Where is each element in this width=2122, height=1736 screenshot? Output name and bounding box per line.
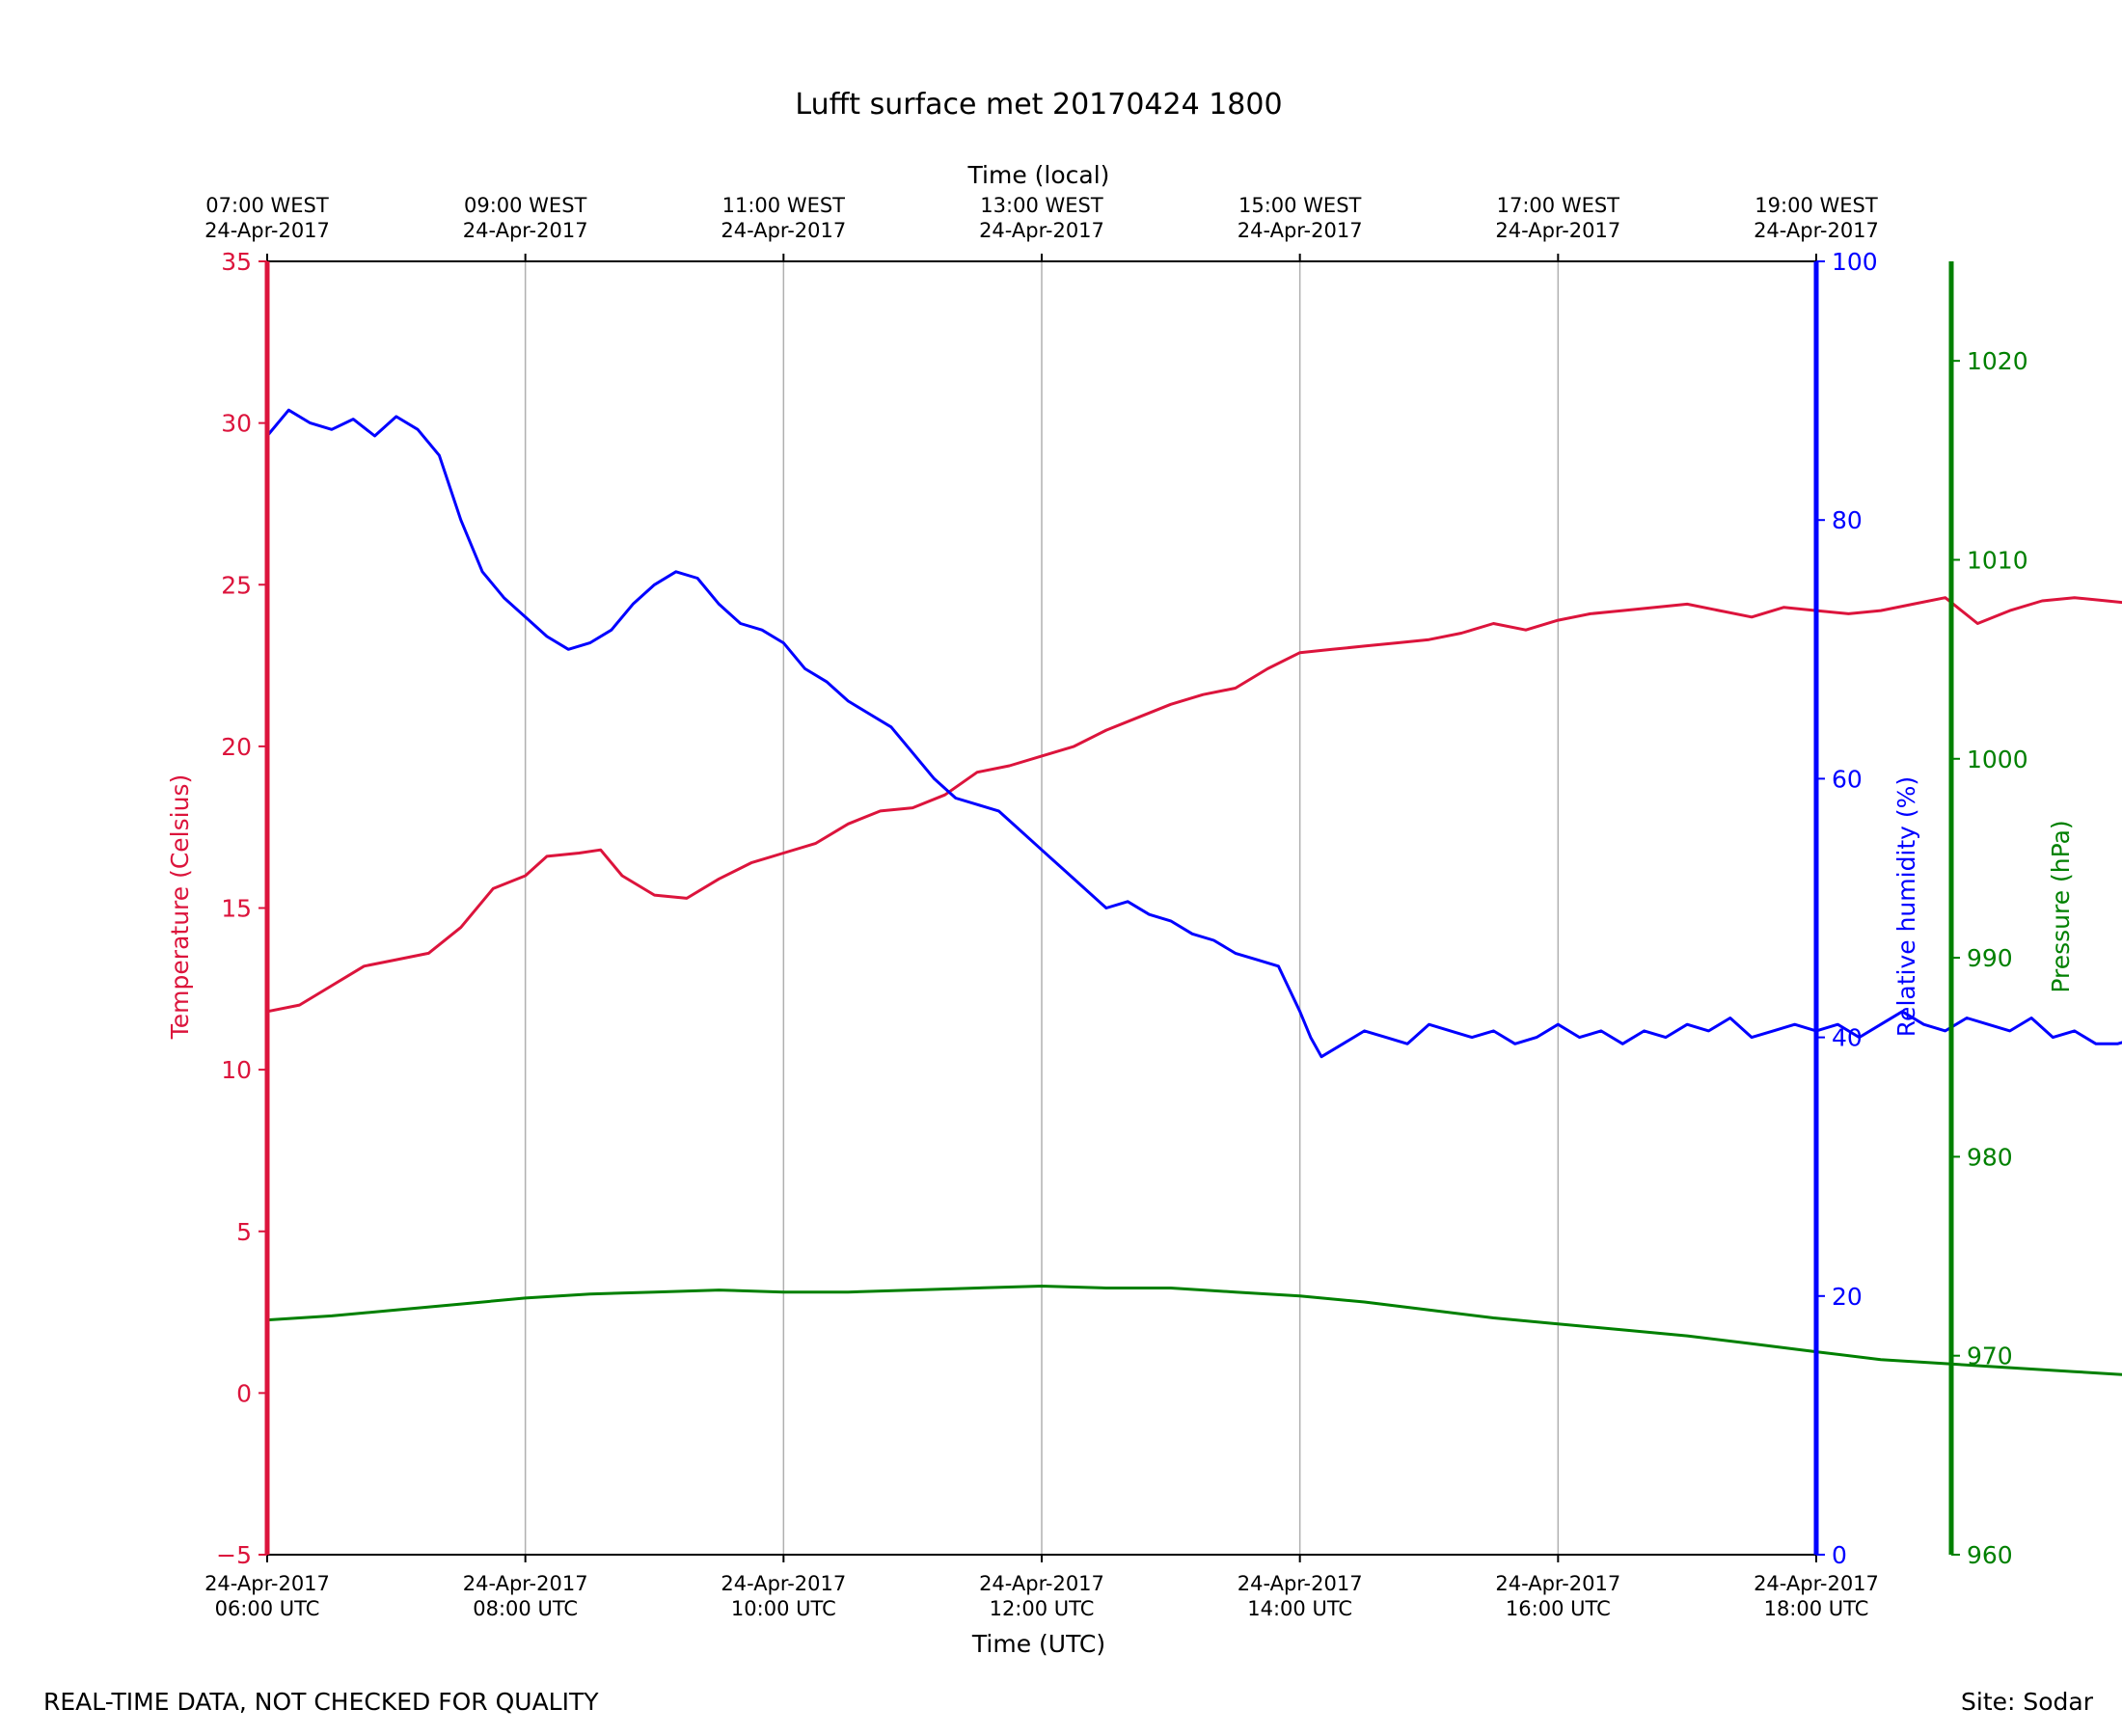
pressure-series-line [266,1285,2122,1376]
humidity-tick-label-2: 40 [1832,1024,1863,1052]
grid-lines [524,261,1560,1555]
pressure-tick-label-1: 970 [1967,1343,2013,1370]
temperature-tick-label-6: 25 [221,571,252,599]
axes [258,254,1960,1562]
x-tick-label-bottom-date-6: 24-Apr-2017 [1754,1572,1879,1595]
x-axis-bottom-label: Time (UTC) [971,1630,1105,1658]
pressure-tick-label-3: 990 [1967,944,2013,972]
x-tick-label-top-time-6: 19:00 WEST [1755,194,1878,217]
x-tick-label-top-time-1: 09:00 WEST [464,194,587,217]
temperature-tick-label-4: 15 [221,895,252,923]
quality-disclaimer: REAL-TIME DATA, NOT CHECKED FOR QUALITY [43,1688,599,1716]
x-tick-label-top-date-0: 24-Apr-2017 [204,219,330,242]
x-tick-label-bottom-date-2: 24-Apr-2017 [721,1572,846,1595]
pressure-tick-label-0: 960 [1967,1541,2013,1569]
pressure-axis-label: Pressure (hPa) [2047,820,2075,992]
x-tick-label-bottom-time-2: 10:00 UTC [731,1597,836,1620]
humidity-tick-label-5: 100 [1832,248,1878,276]
temperature-tick-label-5: 20 [221,733,252,761]
x-tick-label-bottom-time-4: 14:00 UTC [1247,1597,1352,1620]
x-tick-label-top-date-6: 24-Apr-2017 [1754,219,1879,242]
humidity-tick-label-0: 0 [1832,1541,1847,1569]
x-tick-label-top-date-5: 24-Apr-2017 [1495,219,1620,242]
pressure-tick-label-5: 1010 [1967,546,2028,574]
temperature-series-line [266,596,2122,1014]
series-lines [265,408,2122,1376]
pressure-tick-label-6: 1020 [1967,347,2028,375]
temperature-tick-label-8: 35 [221,248,252,276]
x-tick-label-bottom-time-0: 06:00 UTC [215,1597,320,1620]
x-tick-label-top-date-3: 24-Apr-2017 [979,219,1104,242]
temperature-tick-label-2: 5 [236,1218,252,1246]
x-tick-label-top-time-4: 15:00 WEST [1238,194,1362,217]
x-tick-label-top-time-0: 07:00 WEST [205,194,329,217]
x-tick-label-bottom-date-5: 24-Apr-2017 [1495,1572,1620,1595]
humidity-tick-label-4: 80 [1832,506,1863,534]
x-tick-label-top-time-5: 17:00 WEST [1497,194,1620,217]
x-tick-label-bottom-time-1: 08:00 UTC [473,1597,578,1620]
x-tick-label-bottom-date-0: 24-Apr-2017 [204,1572,330,1595]
site-label: Site: Sodar [1961,1688,2094,1716]
temperature-tick-label-0: −5 [216,1541,252,1569]
temperature-tick-label-7: 30 [221,410,252,438]
x-tick-label-bottom-date-4: 24-Apr-2017 [1238,1572,1363,1595]
temperature-tick-label-3: 10 [221,1056,252,1084]
x-tick-label-bottom-time-5: 16:00 UTC [1506,1597,1611,1620]
humidity-series-line [265,408,2122,1059]
x-tick-label-top-date-2: 24-Apr-2017 [721,219,846,242]
x-tick-label-top-time-2: 11:00 WEST [722,194,846,217]
temperature-tick-label-1: 0 [236,1379,252,1407]
chart-title: Lufft surface met 20170424 1800 [795,88,1282,122]
x-tick-label-top-date-1: 24-Apr-2017 [463,219,588,242]
humidity-axis-label: Relative humidity (%) [1892,776,1920,1037]
pressure-tick-label-4: 1000 [1967,746,2028,773]
humidity-tick-label-3: 60 [1832,765,1863,793]
x-tick-label-bottom-date-3: 24-Apr-2017 [979,1572,1104,1595]
x-tick-label-bottom-time-6: 18:00 UTC [1764,1597,1869,1620]
x-tick-label-top-time-3: 13:00 WEST [980,194,1103,217]
x-tick-label-top-date-4: 24-Apr-2017 [1238,219,1363,242]
x-tick-label-bottom-date-1: 24-Apr-2017 [463,1572,588,1595]
pressure-tick-label-2: 980 [1967,1143,2013,1171]
x-axis-top-label: Time (local) [967,161,1110,189]
humidity-tick-label-1: 20 [1832,1283,1863,1311]
x-tick-label-bottom-time-3: 12:00 UTC [990,1597,1095,1620]
temperature-axis-label: Temperature (Celsius) [166,774,194,1040]
